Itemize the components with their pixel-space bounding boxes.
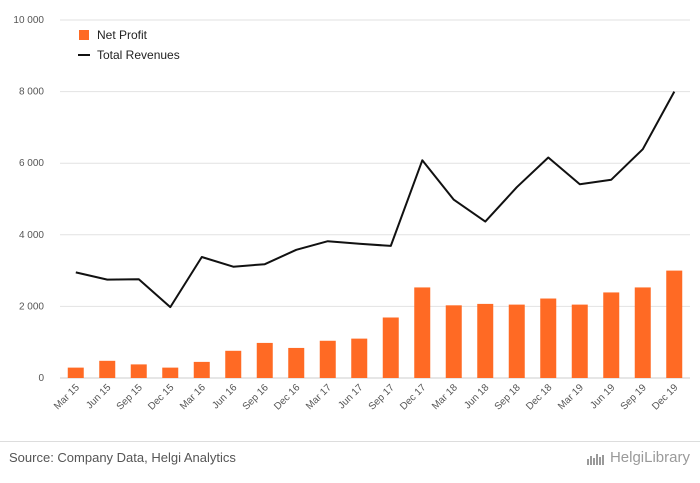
x-tick-label: Sep 18: [493, 382, 523, 412]
y-tick-label: 10 000: [13, 15, 44, 26]
bar-net-profit: [67, 367, 84, 378]
x-tick-label: Jun 16: [210, 382, 239, 411]
bar-net-profit: [382, 317, 399, 378]
bar-net-profit: [130, 364, 147, 378]
bar-net-profit: [571, 304, 588, 378]
bar-net-profit: [193, 361, 210, 378]
y-tick-label: 8 000: [19, 87, 44, 98]
y-tick-label: 2 000: [19, 301, 44, 312]
x-tick-label: Mar 19: [556, 382, 586, 412]
x-tick-label: Dec 15: [146, 382, 176, 412]
helgi-library-logo[interactable]: HelgiLibrary: [586, 449, 690, 466]
bar-net-profit: [540, 298, 557, 378]
source-note: Source: Company Data, Helgi Analytics: [9, 450, 236, 465]
footer-divider: [0, 441, 700, 442]
bar-net-profit: [508, 304, 525, 378]
x-tick-label: Jun 18: [462, 382, 491, 411]
x-tick-label: Mar 18: [430, 382, 460, 412]
x-tick-label: Sep 16: [241, 382, 271, 412]
y-axis: 0 2 000 4 000 6 000 8 000 10 000: [13, 15, 44, 384]
legend-label-total-revenues: Total Revenues: [97, 48, 180, 62]
chart: 0 2 000 4 000 6 000 8 000 10 000 Mar 15 Jun 15…: [13, 15, 690, 413]
y-tick-label: 0: [38, 373, 44, 384]
line-series: [75, 91, 676, 309]
bar-net-profit: [351, 338, 368, 378]
bar-net-profit: [99, 360, 116, 378]
x-tick-label: Jun 15: [84, 382, 113, 411]
bar-net-profit: [666, 270, 683, 378]
bar-net-profit: [477, 303, 494, 378]
bar-net-profit: [634, 287, 651, 378]
x-tick-label: Sep 15: [115, 382, 145, 412]
y-tick-label: 4 000: [19, 230, 44, 241]
bar-net-profit: [225, 350, 242, 378]
bar-net-profit: [256, 342, 273, 378]
legend-swatch-net-profit: [79, 30, 89, 40]
bar-series: [67, 270, 683, 378]
bar-net-profit: [445, 305, 462, 378]
x-tick-label: Dec 16: [272, 382, 302, 412]
x-tick-label: Dec 19: [650, 382, 680, 412]
x-tick-label: Jun 19: [588, 382, 617, 411]
bar-net-profit: [162, 367, 179, 378]
legend-label-net-profit: Net Profit: [97, 28, 148, 42]
x-tick-label: Sep 17: [367, 382, 397, 412]
bar-net-profit: [319, 340, 336, 378]
x-tick-label: Mar 17: [304, 382, 334, 412]
bar-net-profit: [603, 292, 620, 378]
x-tick-label: Dec 17: [398, 382, 428, 412]
library-logo-icon: [586, 453, 604, 465]
x-tick-label: Sep 19: [619, 382, 649, 412]
x-tick-label: Dec 18: [524, 382, 554, 412]
line-total-revenues: [75, 91, 676, 309]
x-tick-label: Mar 15: [52, 382, 82, 412]
grid: [60, 19, 690, 379]
x-axis: Mar 15 Jun 15 Sep 15 Dec 15 Mar 16 Jun 16 Sep …: [52, 382, 681, 413]
bar-net-profit: [288, 347, 305, 378]
logo-text: HelgiLibrary: [609, 449, 690, 466]
legend: Net Profit Total Revenues: [78, 28, 180, 62]
x-tick-label: Mar 16: [178, 382, 208, 412]
x-tick-label: Jun 17: [336, 382, 365, 411]
bar-net-profit: [414, 287, 431, 378]
y-tick-label: 6 000: [19, 158, 44, 169]
